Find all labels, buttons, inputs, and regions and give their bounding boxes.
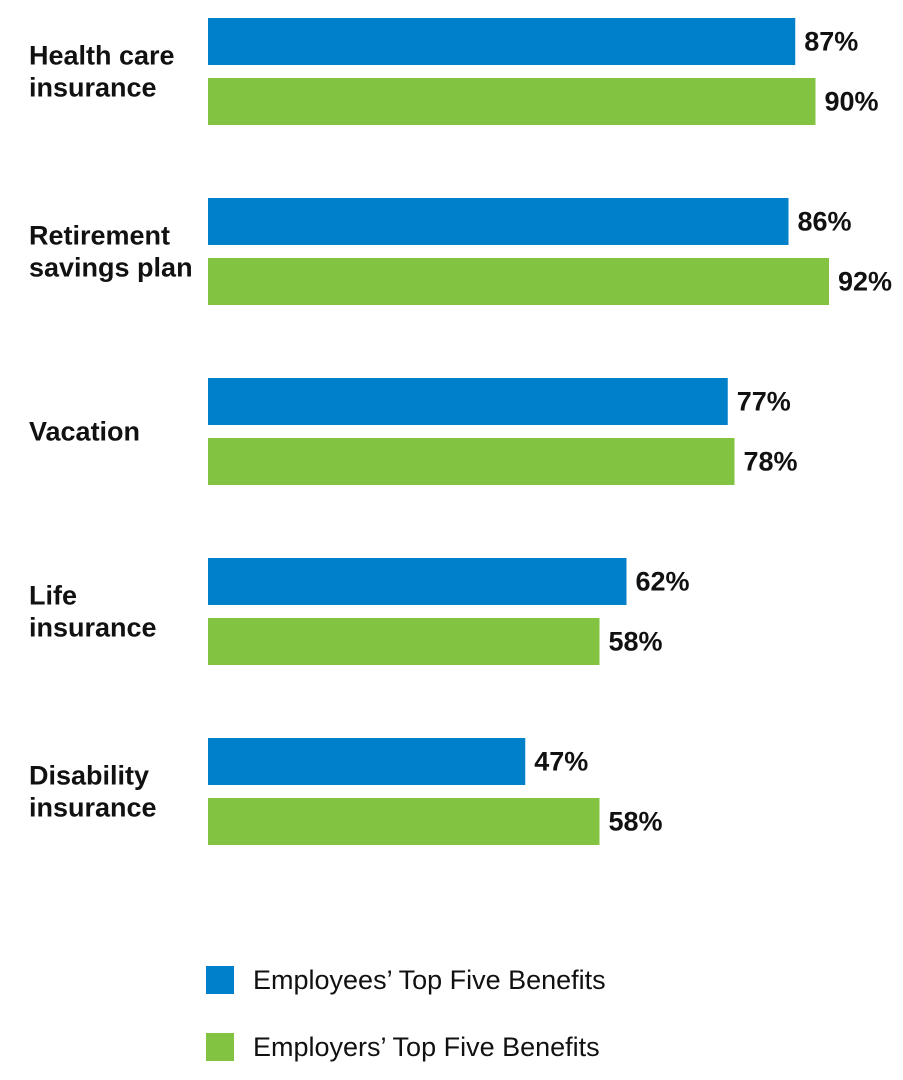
employers-bar [208,258,829,305]
value-labels: 87% 90% 86% 92% 77% 78% 62% 58% 47% 58% [534,27,892,837]
category-label-line: Life [29,581,77,611]
category-label: Vacation [29,417,140,447]
category-label-line: Retirement [29,221,170,251]
category-label-line: Vacation [29,417,140,447]
category-label: Life insurance [29,581,157,643]
category-label-line: savings plan [29,253,193,283]
employees-bar [208,378,728,425]
legend-label-employees: Employees’ Top Five Benefits [253,965,606,995]
legend-swatch-employees [206,966,234,994]
employers-value-label: 92% [838,267,892,297]
legend-label-employers: Employers’ Top Five Benefits [253,1032,600,1062]
employees-bar [208,198,789,245]
employees-value-label: 87% [804,27,858,57]
employers-value-label: 90% [825,87,879,117]
category-label: Retirement savings plan [29,221,193,283]
employees-bar [208,738,526,785]
employers-value-label: 58% [609,807,663,837]
employers-bar [208,438,735,485]
employers-bar [208,78,816,125]
employers-bar [208,618,600,665]
employers-value-label: 78% [744,447,798,477]
category-label: Disability insurance [29,761,157,823]
legend-swatch-employers [206,1033,234,1061]
category-label-line: insurance [29,73,157,103]
category-label-line: insurance [29,793,157,823]
bar-marks [208,18,829,845]
legend: Employees’ Top Five Benefits Employers’ T… [206,965,606,1062]
employees-value-label: 62% [636,567,690,597]
employers-bar [208,798,600,845]
employees-bar [208,558,627,605]
category-label-line: Health care [29,41,175,71]
employees-value-label: 47% [534,747,588,777]
employees-bar [208,18,796,65]
category-label-line: insurance [29,613,157,643]
category-label-line: Disability [29,761,149,791]
category-label: Health care insurance [29,41,175,103]
employees-value-label: 86% [798,207,852,237]
employees-value-label: 77% [737,387,791,417]
employers-value-label: 58% [609,627,663,657]
